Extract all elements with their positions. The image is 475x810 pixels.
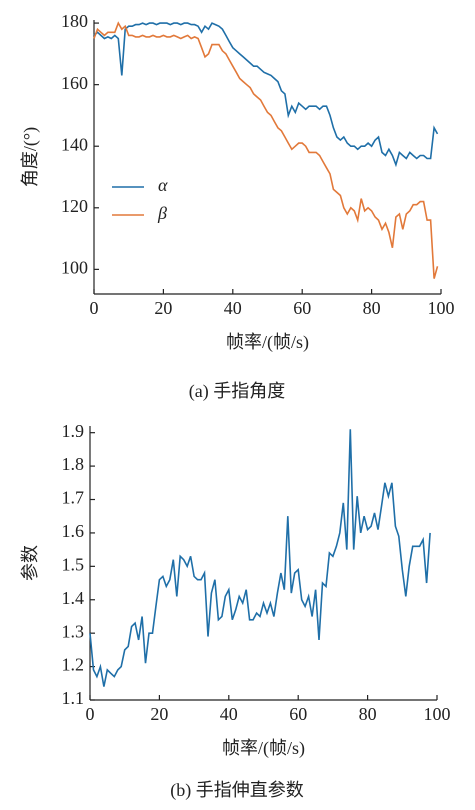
- y-tick-label: 1.4: [62, 588, 85, 608]
- caption: (a) 手指角度: [189, 381, 285, 402]
- y-tick-label: 1.9: [62, 421, 85, 441]
- caption: (b) 手指伸直参数: [170, 780, 304, 801]
- x-axis-label: 帧率/(帧/s): [222, 738, 305, 759]
- y-axis-label: 参数: [20, 545, 40, 581]
- data-line: [93, 21, 439, 279]
- y-tick-label: 160: [61, 73, 88, 93]
- x-tick-label: 60: [289, 704, 307, 724]
- y-tick-label: 1.1: [62, 688, 85, 708]
- y-tick-label: 1.3: [62, 621, 85, 641]
- x-tick-label: 0: [86, 704, 95, 724]
- y-tick-label: 180: [61, 11, 88, 31]
- legend-label: β: [157, 203, 167, 223]
- x-tick-label: 100: [428, 298, 455, 318]
- x-tick-label: 60: [293, 298, 311, 318]
- y-tick-label: 120: [61, 196, 88, 216]
- x-tick-label: 20: [150, 704, 168, 724]
- y-tick-label: 1.8: [62, 454, 85, 474]
- x-tick-label: 0: [90, 298, 99, 318]
- x-tick-label: 80: [359, 704, 377, 724]
- y-tick-label: 1.5: [62, 554, 85, 574]
- x-tick-label: 20: [154, 298, 172, 318]
- data-line: [89, 429, 431, 687]
- y-tick-label: 1.6: [62, 521, 85, 541]
- x-tick-label: 40: [220, 704, 238, 724]
- x-axis-label: 帧率/(帧/s): [226, 332, 309, 353]
- y-tick-label: 100: [61, 257, 88, 277]
- y-tick-label: 1.2: [62, 655, 85, 675]
- x-tick-label: 80: [363, 298, 381, 318]
- data-line: [93, 22, 439, 168]
- x-tick-label: 100: [424, 704, 451, 724]
- legend-label: α: [158, 175, 168, 195]
- x-tick-label: 40: [224, 298, 242, 318]
- y-axis-label: 角度/(°): [20, 127, 41, 187]
- y-tick-label: 1.7: [62, 488, 85, 508]
- y-tick-label: 140: [61, 134, 88, 154]
